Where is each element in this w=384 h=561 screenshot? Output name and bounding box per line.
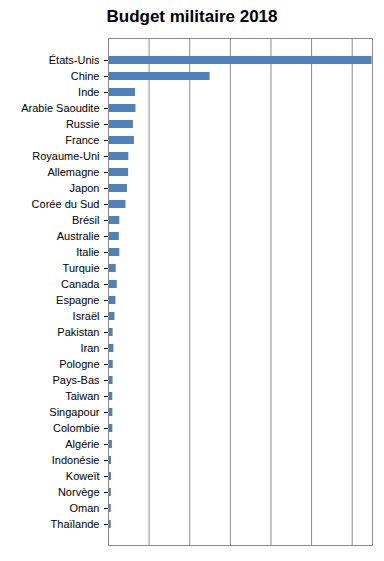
html-text:Budget militaire 2018: Budget militaire 2018 <box>106 7 278 26</box>
svg-text:Royaume-Uni: Royaume-Uni <box>32 150 99 162</box>
svg-text:Italie: Italie <box>76 246 99 258</box>
svg-text:Israël: Israël <box>73 310 100 322</box>
svg-text:Turquie: Turquie <box>63 262 100 274</box>
svg-text:Singapour: Singapour <box>49 406 99 418</box>
svg-text:Thaïlande: Thaïlande <box>51 518 100 530</box>
svg-text:Koweït: Koweït <box>66 470 100 482</box>
svg-text:Pays-Bas: Pays-Bas <box>52 374 100 386</box>
svg-text:Oman: Oman <box>70 502 100 514</box>
svg-text:Algérie: Algérie <box>65 438 99 450</box>
svg-text:Espagne: Espagne <box>56 294 99 306</box>
svg-text:Pologne: Pologne <box>59 358 99 370</box>
svg-text:Allemagne: Allemagne <box>48 166 100 178</box>
svg-text:Norvège: Norvège <box>58 486 100 498</box>
svg-text:Arabie Saoudite: Arabie Saoudite <box>21 102 99 114</box>
svg-text:Indonésie: Indonésie <box>52 454 100 466</box>
svg-text:Iran: Iran <box>81 342 100 354</box>
svg-text:Chine: Chine <box>71 70 100 82</box>
svg-text:Taiwan: Taiwan <box>65 390 99 402</box>
svg-text:Corée du Sud: Corée du Sud <box>32 198 100 210</box>
svg-text:Australie: Australie <box>57 230 100 242</box>
svg-text:Colombie: Colombie <box>53 422 99 434</box>
svg-text:France: France <box>65 134 99 146</box>
svg-text:Japon: Japon <box>70 182 100 194</box>
svg-text:États-Unis: États-Unis <box>49 54 100 66</box>
svg-text:Canada: Canada <box>61 278 100 290</box>
svg-text:Brésil: Brésil <box>72 214 100 226</box>
svg-text:Pakistan: Pakistan <box>57 326 99 338</box>
svg-text:Russie: Russie <box>66 118 100 130</box>
svg-text:Inde: Inde <box>78 86 99 98</box>
